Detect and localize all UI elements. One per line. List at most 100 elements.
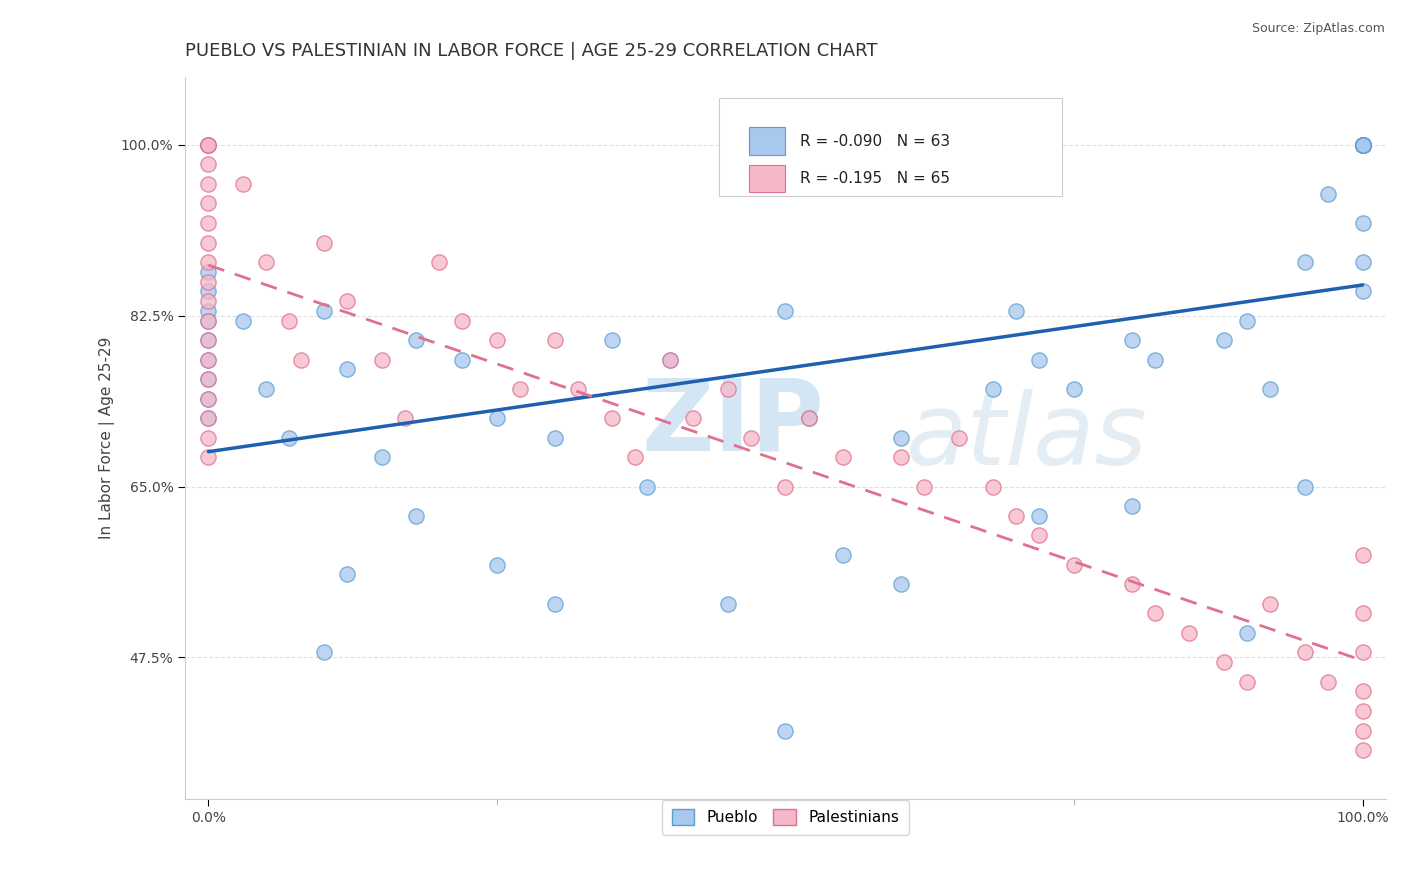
Point <box>197 137 219 152</box>
Point <box>278 313 301 327</box>
Point <box>197 216 219 230</box>
Point <box>1178 626 1201 640</box>
Point <box>1351 137 1374 152</box>
Text: PUEBLO VS PALESTINIAN IN LABOR FORCE | AGE 25-29 CORRELATION CHART: PUEBLO VS PALESTINIAN IN LABOR FORCE | A… <box>186 42 877 60</box>
Point <box>544 333 567 347</box>
Point <box>197 137 219 152</box>
Point <box>602 411 624 425</box>
Point <box>312 303 335 318</box>
Text: R = -0.090   N = 63: R = -0.090 N = 63 <box>800 134 950 149</box>
Point <box>197 431 219 445</box>
Point <box>1351 723 1374 738</box>
Point <box>890 577 912 591</box>
Point <box>197 137 219 152</box>
Point <box>1143 607 1166 621</box>
Point <box>1028 352 1050 367</box>
Point <box>278 431 301 445</box>
Point <box>797 411 820 425</box>
Point <box>1294 479 1316 493</box>
Point <box>1316 674 1339 689</box>
Bar <box>749 128 786 155</box>
Point <box>290 352 312 367</box>
Point <box>1351 137 1374 152</box>
Point <box>197 255 219 269</box>
Point <box>197 372 219 386</box>
Point <box>948 431 970 445</box>
Point <box>197 411 219 425</box>
Point <box>1351 137 1374 152</box>
Point <box>890 431 912 445</box>
Point <box>740 431 762 445</box>
Point <box>1351 137 1374 152</box>
Point <box>1351 137 1374 152</box>
Point <box>197 372 219 386</box>
Point <box>544 597 567 611</box>
Point <box>659 352 682 367</box>
Point <box>1351 137 1374 152</box>
Point <box>405 508 427 523</box>
Point <box>544 431 567 445</box>
Point <box>717 597 740 611</box>
Point <box>197 294 219 309</box>
Point <box>1351 137 1374 152</box>
Point <box>197 137 219 152</box>
Point <box>197 392 219 406</box>
Point <box>485 333 508 347</box>
Text: ZIP: ZIP <box>641 375 824 472</box>
FancyBboxPatch shape <box>720 98 1062 195</box>
Point <box>1351 255 1374 269</box>
Point <box>602 333 624 347</box>
Text: R = -0.195   N = 65: R = -0.195 N = 65 <box>800 171 950 186</box>
Point <box>1351 137 1374 152</box>
Point <box>485 558 508 572</box>
Point <box>232 313 254 327</box>
Point <box>197 313 219 327</box>
Point <box>509 382 531 396</box>
Point <box>1294 645 1316 659</box>
Point <box>1213 333 1236 347</box>
Point <box>1351 216 1374 230</box>
Point <box>451 313 474 327</box>
Point <box>427 255 450 269</box>
Point <box>682 411 704 425</box>
Point <box>197 333 219 347</box>
Point <box>1351 684 1374 698</box>
Point <box>1351 607 1374 621</box>
Point <box>636 479 658 493</box>
Point <box>336 294 359 309</box>
Point <box>370 450 392 465</box>
Point <box>197 177 219 191</box>
Point <box>254 382 277 396</box>
Point <box>890 450 912 465</box>
Point <box>197 411 219 425</box>
Point <box>1316 186 1339 201</box>
Point <box>197 352 219 367</box>
Point <box>1121 577 1143 591</box>
Point <box>1005 508 1028 523</box>
Point <box>197 235 219 250</box>
Point <box>197 285 219 299</box>
Point <box>485 411 508 425</box>
Point <box>370 352 392 367</box>
Point <box>1213 655 1236 669</box>
Point <box>1143 352 1166 367</box>
Point <box>197 352 219 367</box>
Point <box>1351 137 1374 152</box>
Point <box>197 303 219 318</box>
Point <box>197 313 219 327</box>
Point <box>775 303 797 318</box>
Point <box>912 479 935 493</box>
Point <box>1236 313 1258 327</box>
Point <box>1236 674 1258 689</box>
Point <box>197 392 219 406</box>
Point <box>254 255 277 269</box>
Point <box>1351 137 1374 152</box>
Point <box>1258 382 1281 396</box>
Point <box>981 382 1004 396</box>
Legend: Pueblo, Palestinians: Pueblo, Palestinians <box>662 800 908 835</box>
Text: atlas: atlas <box>905 389 1147 486</box>
Point <box>1121 499 1143 513</box>
Point <box>775 479 797 493</box>
Point <box>405 333 427 347</box>
Point <box>797 411 820 425</box>
